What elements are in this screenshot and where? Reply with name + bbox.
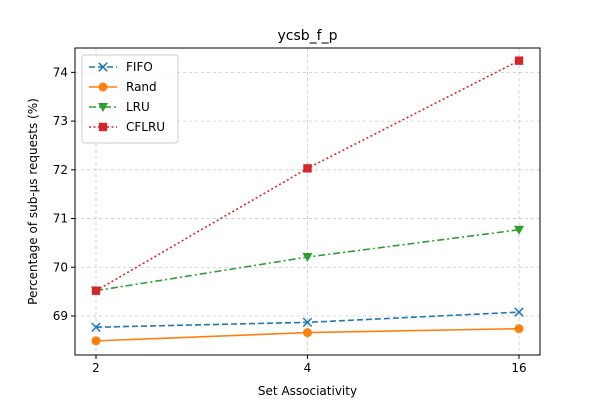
legend-marker-cflru	[98, 122, 108, 132]
data-point-fifo	[514, 307, 524, 317]
legend-marker-fifo	[98, 62, 108, 72]
legend: FIFO Rand LRU CFLRU	[81, 54, 179, 144]
legend-box	[81, 54, 179, 144]
data-point-fifo	[91, 322, 101, 332]
y-tick-label: 70	[53, 260, 68, 274]
data-point-lru	[514, 225, 524, 235]
data-point-rand	[514, 324, 524, 334]
series-layer	[91, 56, 524, 346]
legend-entry-lru: LRU	[89, 100, 150, 114]
x-axis-label: Set Associativity	[258, 384, 357, 398]
chart-title: ycsb_f_p	[278, 28, 338, 44]
data-point-cflru	[514, 56, 524, 65]
data-point-fifo	[302, 317, 313, 328]
x-tick-label: 4	[304, 361, 312, 375]
legend-label-cflru: CFLRU	[126, 120, 165, 134]
y-axis-label: Percentage of sub-µs requests (%)	[26, 98, 40, 305]
series-fifo	[91, 307, 524, 332]
data-point-cflru	[303, 164, 312, 173]
data-point-lru	[302, 253, 313, 263]
legend-label-fifo: FIFO	[126, 60, 153, 74]
legend-marker-lru	[98, 103, 108, 112]
legend-entry-fifo: FIFO	[89, 60, 153, 74]
y-tick-label: 71	[53, 212, 68, 226]
x-tick-label: 16	[511, 361, 526, 375]
data-point-rand	[91, 336, 101, 346]
legend-marker-rand	[98, 82, 108, 92]
y-tick-label: 73	[53, 114, 68, 128]
series-cflru	[91, 56, 524, 295]
legend-label-rand: Rand	[126, 80, 157, 94]
y-tick-label: 74	[53, 65, 68, 79]
data-point-rand	[303, 328, 312, 338]
legend-entry-rand: Rand	[89, 80, 157, 94]
y-tick-label: 69	[53, 309, 68, 323]
x-tick-label: 2	[92, 361, 100, 375]
legend-label-lru: LRU	[126, 100, 150, 114]
series-rand	[91, 324, 524, 346]
y-tick-label: 72	[53, 163, 68, 177]
data-point-cflru	[91, 286, 101, 295]
legend-entry-cflru: CFLRU	[89, 120, 165, 134]
axis-ticks: 2 4 16 69 70 71 72 73 74	[53, 65, 527, 375]
